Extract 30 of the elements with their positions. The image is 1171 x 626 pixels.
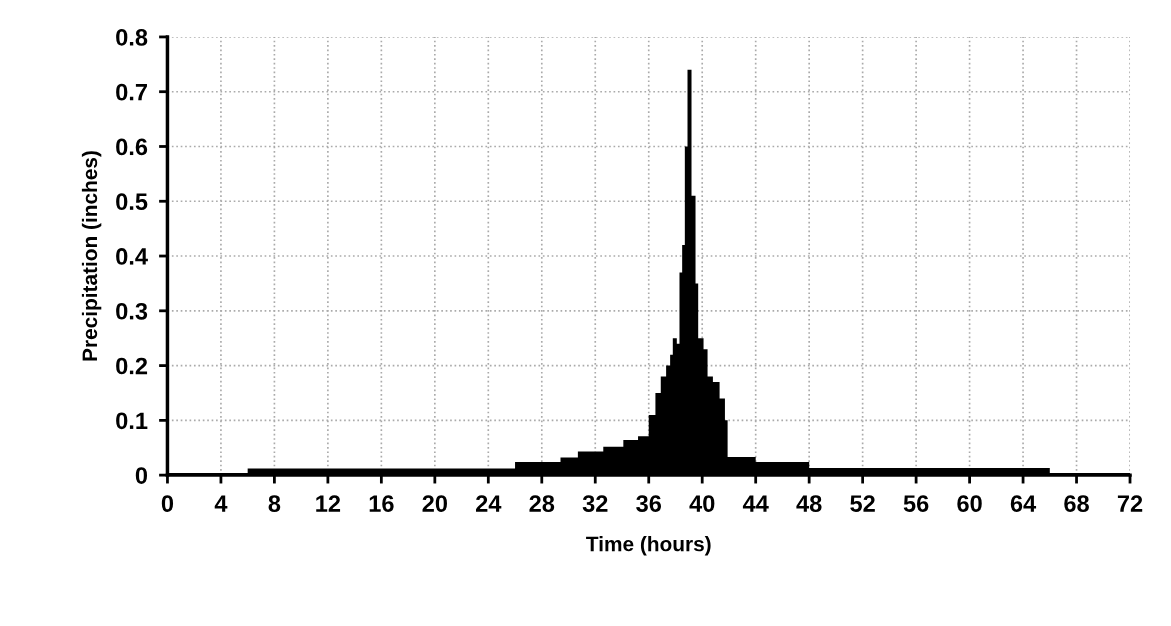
y-tick-label: 0.1 [116, 412, 148, 430]
y-tick-label: 0 [135, 467, 148, 484]
x-tick-label: 64 [1010, 495, 1037, 512]
x-tick-label: 20 [422, 495, 447, 512]
y-tick-label: 0.7 [116, 83, 147, 101]
x-tick-label: 68 [1064, 495, 1089, 512]
x-axis-title: Time (hours) [586, 536, 711, 556]
x-tick-label: 40 [689, 495, 715, 512]
x-tick-label: 60 [957, 495, 982, 512]
x-tick-label: 72 [1117, 495, 1143, 512]
x-tick-label: 0 [161, 495, 174, 512]
x-tick-label: 36 [636, 495, 662, 512]
x-tick-label: 12 [316, 495, 341, 512]
y-tick-label: 0.6 [116, 138, 148, 156]
x-tick-label: 4 [214, 495, 228, 512]
x-tick-label: 48 [796, 495, 822, 512]
y-tick-label: 0.5 [116, 193, 148, 211]
x-tick-label: 28 [529, 495, 555, 512]
x-tick-label: 16 [369, 495, 394, 512]
y-tick-label: 0.3 [116, 302, 148, 320]
y-tick-label: 0.4 [116, 248, 148, 265]
x-tick-label: 32 [582, 495, 608, 512]
x-tick-label: 8 [268, 495, 281, 512]
x-tick-label: 24 [476, 495, 502, 512]
x-tick-label: 56 [903, 495, 929, 512]
x-tick-label: 44 [742, 495, 769, 512]
y-tick-label: 0.8 [116, 29, 148, 46]
x-tick-label: 52 [850, 495, 875, 512]
y-axis-title: Precipitation (inches) [81, 151, 102, 361]
y-tick-label: 0.2 [116, 357, 148, 375]
